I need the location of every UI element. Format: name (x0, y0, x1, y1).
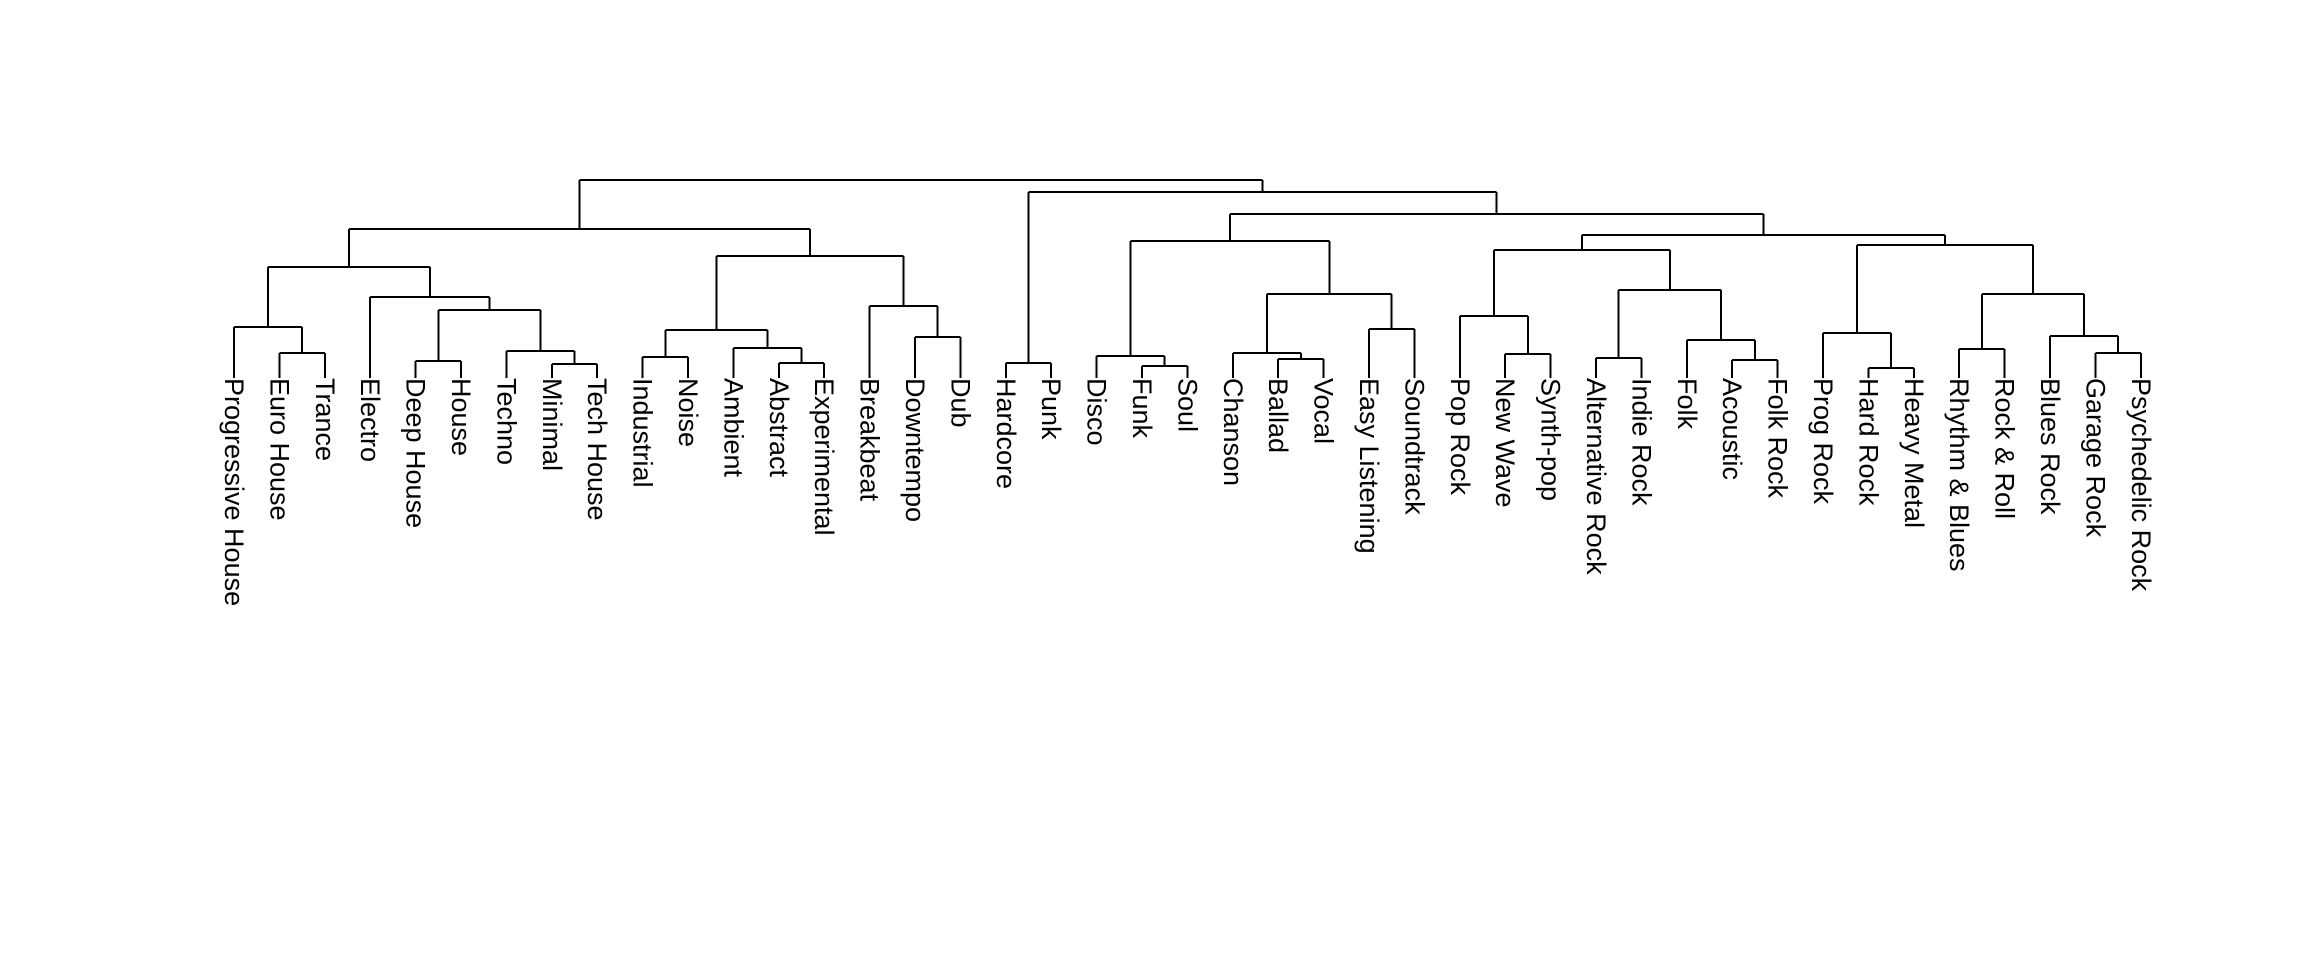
leaf-label: Prog Rock (1808, 378, 1838, 505)
leaf-label: Euro House (264, 378, 294, 521)
leaf-label: Chanson (1218, 378, 1248, 486)
leaf-label: Trance (310, 378, 340, 461)
leaf-label: Acoustic (1717, 378, 1747, 480)
leaf-label: Blues Rock (2035, 378, 2065, 515)
dendrogram-leaf-labels: Progressive House Euro House Trance Electro… (219, 378, 2156, 606)
leaf-label: Industrial (628, 378, 658, 488)
leaf-label: Heavy Metal (1899, 378, 1929, 528)
leaf-label: Downtempo (900, 378, 930, 522)
leaf-label: Deep House (401, 378, 431, 528)
leaf-label: House (446, 378, 476, 456)
leaf-label: Indie Rock (1626, 378, 1656, 506)
leaf-label: Progressive House (219, 378, 249, 606)
leaf-label: Easy Listening (1354, 378, 1384, 554)
leaf-label: New Wave (1490, 378, 1520, 508)
leaf-label: Funk (1127, 378, 1157, 439)
leaf-label: Experimental (809, 378, 839, 536)
leaf-label: Dub (945, 378, 975, 428)
leaf-label: Pop Rock (1445, 378, 1475, 496)
leaf-label: Psychedelic Rock (2126, 378, 2156, 592)
leaf-label: Ambient (718, 378, 748, 478)
leaf-label: Rock & Roll (1990, 378, 2020, 519)
leaf-label: Ballad (1263, 378, 1293, 453)
leaf-label: Folk (1672, 378, 1702, 430)
leaf-label: Disco (1082, 378, 1112, 446)
leaf-label: Hard Rock (1853, 378, 1883, 506)
leaf-label: Minimal (537, 378, 567, 471)
leaf-label: Punk (1036, 378, 1066, 440)
leaf-label: Soundtrack (1399, 378, 1429, 515)
leaf-label: Vocal (1309, 378, 1339, 444)
leaf-label: Synth-pop (1536, 378, 1566, 501)
leaf-label: Soul (1172, 378, 1202, 432)
leaf-label: Rhythm & Blues (1944, 378, 1974, 572)
leaf-label: Abstract (764, 378, 794, 478)
leaf-label: Electro (355, 378, 385, 462)
leaf-label: Techno (491, 378, 521, 465)
leaf-label: Noise (673, 378, 703, 447)
leaf-label: Tech House (582, 378, 612, 521)
leaf-label: Garage Rock (2080, 378, 2110, 538)
leaf-label: Hardcore (991, 378, 1021, 489)
dendrogram-branches (233, 179, 2142, 378)
leaf-label: Folk Rock (1763, 378, 1793, 499)
leaf-label: Breakbeat (855, 378, 885, 502)
leaf-label: Alternative Rock (1581, 378, 1611, 575)
